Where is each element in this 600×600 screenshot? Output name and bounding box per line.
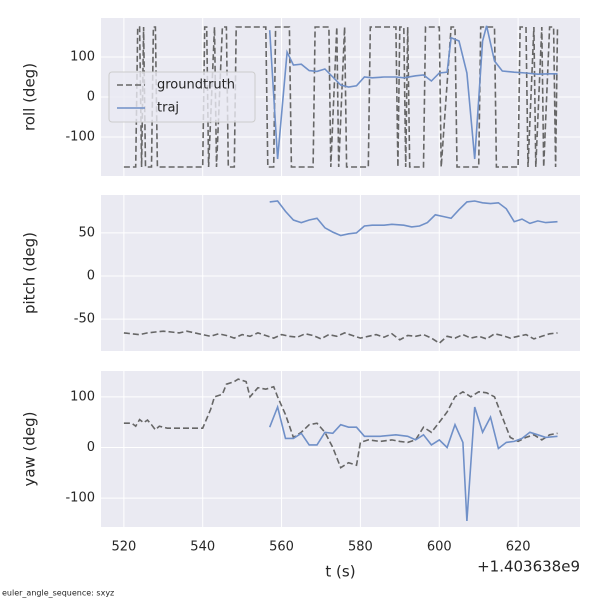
legend-box [108,71,256,123]
legend-label: traj [157,101,179,116]
y-tick-label: 0 [87,440,95,455]
plot-area [101,371,580,527]
series-line [123,378,558,469]
y-axis-label: yaw (deg) [21,411,39,486]
x-tick-label: 560 [269,540,294,555]
plot-area [101,195,580,351]
y-tick-label: -50 [74,312,95,327]
x-offset-label: +1.403638e9 [477,558,580,576]
x-axis-label: t (s) [325,563,355,581]
y-tick-label: -100 [65,130,95,145]
x-tick-label: 620 [506,540,531,555]
y-tick-label: -100 [65,491,95,506]
y-axis-label: roll (deg) [21,63,39,131]
series-line [123,26,559,168]
y-tick-label: 100 [70,389,95,404]
series-line [268,404,558,521]
series-line [269,200,558,237]
x-tick-label: 540 [190,540,215,555]
y-axis-label: pitch (deg) [21,232,39,314]
footer-text: euler_angle_sequence: sxyz [2,589,114,598]
series-line [268,25,558,160]
y-tick-label: 0 [87,90,95,105]
x-tick-label: 520 [111,540,136,555]
series-line [123,330,558,345]
x-tick-label: 580 [348,540,373,555]
x-tick-label: 600 [427,540,452,555]
y-tick-label: 50 [78,225,95,240]
legend-label: groundtruth [157,78,235,93]
y-tick-label: 0 [87,269,95,284]
y-tick-label: 100 [70,50,95,65]
